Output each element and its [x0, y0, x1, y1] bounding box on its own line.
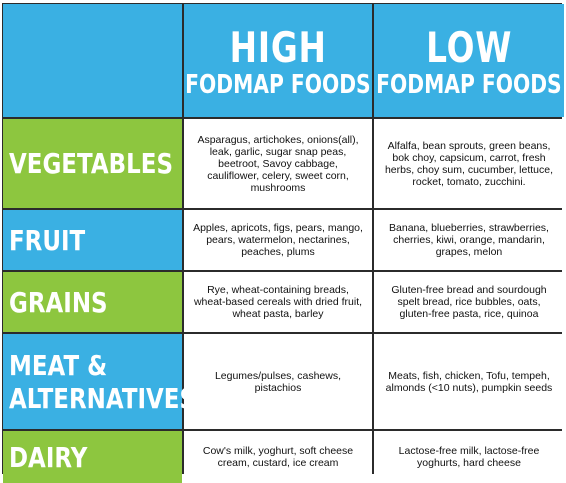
text-dairy-low: Lactose-free milk, lactose-free yoghurts…	[398, 445, 540, 469]
fodmap-table: HIGH FODMAP FOODS LOW FODMAP FOODS VEGET…	[2, 3, 564, 483]
row-label-fruit: FRUIT	[9, 223, 86, 257]
text-fruit-low: Banana, blueberries, strawberries, cherr…	[389, 222, 549, 258]
row-header-fruit: FRUIT	[3, 210, 182, 270]
row-header-grains: GRAINS	[3, 272, 182, 332]
text-fruit-high: Apples, apricots, figs, pears, mango, pe…	[193, 222, 363, 258]
row-header-vegetables: VEGETABLES	[3, 119, 182, 208]
row-header-dairy: DAIRY	[3, 431, 182, 483]
cell-vegetables-low: Alfalfa, bean sprouts, green beans, bok …	[374, 119, 564, 208]
row-label-meat-alternatives: MEAT & ALTERNATIVES	[9, 348, 197, 415]
corner-cell	[3, 4, 182, 117]
column-header-low-big: LOW	[425, 22, 513, 72]
text-dairy-high: Cow's milk, yoghurt, soft cheese cream, …	[202, 445, 354, 469]
text-vegetables-low: Alfalfa, bean sprouts, green beans, bok …	[384, 139, 554, 188]
text-grains-high: Rye, wheat-containing breads, wheat-base…	[193, 284, 363, 320]
cell-fruit-high: Apples, apricots, figs, pears, mango, pe…	[184, 210, 372, 270]
column-header-low: LOW FODMAP FOODS	[374, 4, 564, 117]
cell-grains-low: Gluten-free bread and sourdough spelt br…	[374, 272, 564, 332]
text-meat-low: Meats, fish, chicken, Tofu, tempeh, almo…	[385, 369, 553, 394]
cell-vegetables-high: Asparagus, artichokes, onions(all), leak…	[184, 119, 372, 208]
row-label-vegetables: VEGETABLES	[9, 147, 173, 180]
cell-grains-high: Rye, wheat-containing breads, wheat-base…	[184, 272, 372, 332]
text-meat-high: Legumes/pulses, cashews, pistachios	[214, 369, 342, 394]
cell-dairy-high: Cow's milk, yoghurt, soft cheese cream, …	[184, 431, 372, 483]
text-grains-low: Gluten-free bread and sourdough spelt br…	[391, 284, 547, 320]
column-header-high-small: FODMAP FOODS	[185, 69, 371, 100]
column-header-high: HIGH FODMAP FOODS	[184, 4, 372, 117]
cell-dairy-low: Lactose-free milk, lactose-free yoghurts…	[374, 431, 564, 483]
text-vegetables-high: Asparagus, artichokes, onions(all), leak…	[197, 133, 359, 194]
column-header-low-small: FODMAP FOODS	[376, 69, 562, 100]
cell-meat-low: Meats, fish, chicken, Tofu, tempeh, almo…	[374, 334, 564, 429]
row-label-dairy: DAIRY	[9, 440, 88, 474]
row-header-meat-alternatives: MEAT & ALTERNATIVES	[3, 334, 196, 429]
cell-meat-high: Legumes/pulses, cashews, pistachios	[184, 334, 372, 429]
row-label-grains: GRAINS	[9, 285, 108, 319]
cell-fruit-low: Banana, blueberries, strawberries, cherr…	[374, 210, 564, 270]
column-header-high-big: HIGH	[229, 22, 327, 72]
